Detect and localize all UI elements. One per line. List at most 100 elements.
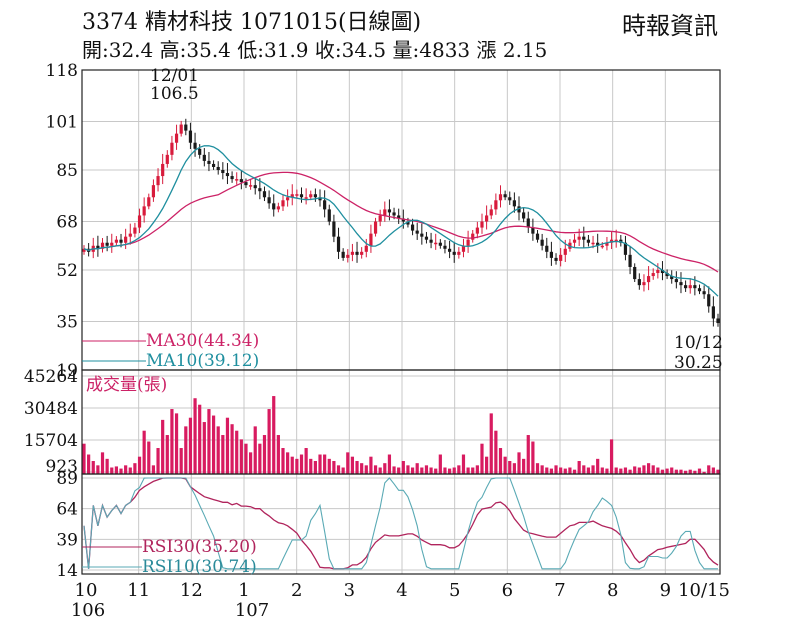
volume-bar: [716, 469, 720, 474]
volume-bar: [151, 465, 156, 474]
candle-body: [540, 239, 544, 246]
candle-body: [397, 215, 401, 219]
volume-bar: [508, 461, 512, 474]
volume-bar: [572, 469, 577, 474]
volume-bar: [124, 465, 128, 474]
candle-body: [637, 279, 641, 286]
candle-body: [693, 285, 697, 289]
candle: [545, 237, 549, 259]
ma10-line: [83, 145, 719, 297]
candle-body: [170, 142, 174, 155]
x-tick-label: 6: [502, 580, 513, 601]
candle-body: [461, 245, 466, 252]
candle-body: [702, 291, 706, 295]
volume-bar: [369, 456, 373, 474]
grid-layer: [82, 70, 720, 574]
volume-bar: [559, 467, 563, 474]
volume-bar: [526, 435, 530, 474]
annotations: 12/01 106.5 10/12 30.25 MA30(44.34) MA10…: [82, 66, 723, 577]
volume-bar: [202, 422, 206, 474]
candle-body: [554, 257, 558, 261]
candle-body: [596, 242, 600, 246]
volume-bar: [485, 456, 489, 474]
candle-body: [503, 194, 507, 198]
volume-bar: [679, 469, 683, 474]
volume-bar: [318, 454, 322, 474]
volume-bar: [633, 466, 637, 474]
candle-body: [526, 218, 530, 228]
candle: [531, 218, 535, 241]
candle: [494, 193, 498, 215]
candle-body: [434, 242, 438, 245]
volume-bar: [475, 465, 479, 474]
volume-bar: [605, 468, 609, 474]
candle: [540, 233, 544, 251]
volume-title: 成交量(張): [86, 375, 167, 395]
price-panel: [82, 118, 720, 327]
candle-body: [383, 209, 387, 216]
candle: [461, 238, 466, 258]
volume-bar: [244, 443, 248, 474]
candle: [258, 178, 262, 200]
candle: [216, 161, 220, 175]
candle-body: [276, 206, 280, 210]
candle: [535, 230, 540, 243]
candle-body: [628, 254, 632, 267]
candle-body: [253, 185, 257, 189]
candle: [230, 171, 234, 183]
candle-body: [406, 221, 410, 225]
volume-bar: [600, 467, 604, 474]
volume-bar: [549, 468, 554, 474]
candle-body: [248, 185, 253, 187]
candle-body: [341, 251, 345, 258]
candle: [466, 230, 470, 253]
candle-body: [697, 288, 702, 292]
volume-bar: [336, 465, 341, 474]
x-tick-label: 1: [238, 580, 249, 601]
candle-body: [100, 242, 105, 249]
volume-bar: [96, 465, 100, 474]
volume-bar: [267, 409, 271, 474]
volume-bar: [276, 435, 280, 474]
candle-body: [161, 163, 165, 177]
volume-bar: [489, 413, 493, 474]
volume-bar: [684, 470, 688, 474]
high-value-label: 106.5: [150, 84, 199, 104]
volume-bar: [110, 467, 114, 474]
candle: [323, 190, 327, 218]
candle-body: [522, 212, 526, 219]
candle: [674, 271, 678, 289]
candle-body: [489, 209, 493, 216]
candle-body: [96, 245, 100, 249]
volume-bar: [623, 467, 628, 474]
volume-bar: [637, 467, 641, 474]
candle: [623, 235, 628, 261]
candle-body: [304, 197, 308, 199]
volume-bar: [128, 467, 132, 474]
candle: [267, 190, 271, 209]
candle-body: [332, 221, 336, 237]
volume-bar: [364, 465, 368, 474]
candle-body: [318, 197, 322, 201]
volume-bar: [545, 467, 549, 474]
volume-bar: [142, 430, 146, 474]
volume-bar: [693, 470, 697, 474]
candle-body: [563, 248, 567, 255]
volume-bar: [609, 439, 614, 474]
rsi-y-tick: 14: [56, 561, 78, 581]
candle: [151, 179, 156, 202]
candle: [96, 235, 100, 257]
candle-body: [646, 276, 651, 283]
volume-bar: [503, 456, 507, 474]
candle-body: [272, 203, 276, 210]
candle: [239, 170, 243, 190]
candle: [670, 270, 674, 284]
candle-body: [716, 318, 720, 324]
candle: [475, 221, 479, 239]
candle-body: [535, 233, 540, 240]
candle: [165, 150, 169, 168]
candle: [471, 230, 475, 243]
volume-bar: [211, 415, 216, 474]
x-tick-label: 5: [449, 580, 460, 601]
candle: [522, 207, 526, 223]
